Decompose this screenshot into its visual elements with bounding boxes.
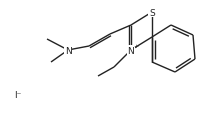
Text: S: S [149,8,155,17]
Text: I⁻: I⁻ [14,91,21,100]
Text: +: + [133,44,139,49]
Text: N: N [128,46,134,55]
Text: N: N [65,46,71,55]
